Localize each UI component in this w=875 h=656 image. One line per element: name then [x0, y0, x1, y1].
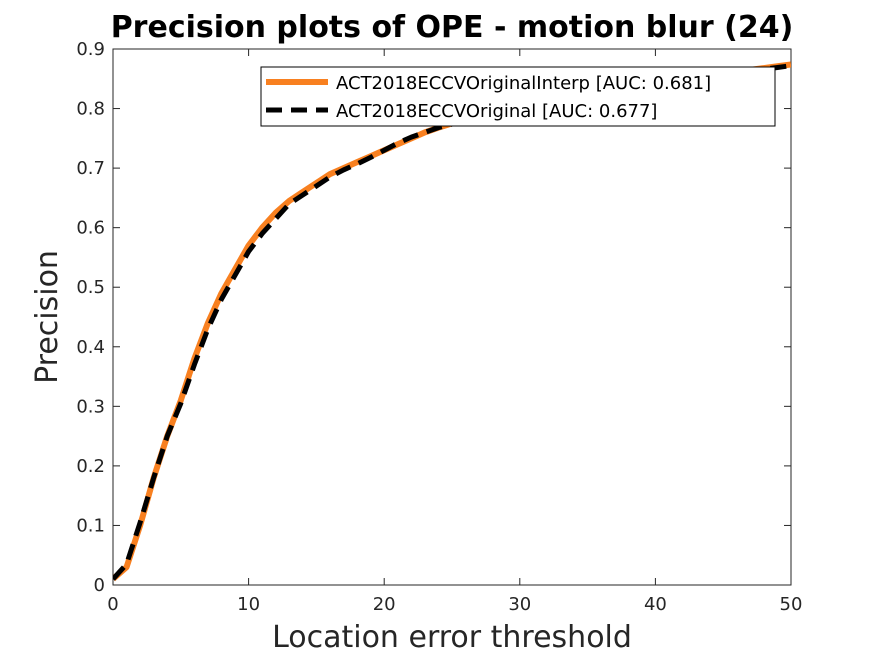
plot-frame — [112, 48, 792, 586]
x-tick-label: 0 — [107, 594, 118, 615]
y-tick-label: 0 — [94, 575, 105, 596]
y-tick-label: 0.9 — [76, 39, 105, 60]
y-tick-label: 0.5 — [76, 277, 105, 298]
x-axis-ticks: 0 10 20 30 40 50 — [107, 49, 802, 615]
legend: ACT2018ECCVOriginalInterp [AUC: 0.681] A… — [260, 66, 776, 127]
x-tick-label: 40 — [644, 594, 667, 615]
y-tick-label: 0.8 — [76, 99, 105, 120]
x-axis-label: Location error threshold — [272, 620, 632, 655]
x-tick-label: 20 — [373, 594, 396, 615]
x-tick-label: 30 — [508, 594, 531, 615]
y-tick-label: 0.2 — [76, 456, 105, 477]
y-tick-label: 0.3 — [76, 396, 105, 417]
x-tick-label: 50 — [780, 594, 803, 615]
plot-area — [112, 48, 792, 586]
legend-entry-original: ACT2018ECCVOriginal [AUC: 0.677] — [336, 101, 657, 122]
y-tick-label: 0.4 — [76, 337, 105, 358]
y-tick-label: 0.6 — [76, 218, 105, 239]
y-tick-label: 0.1 — [76, 515, 105, 536]
chart-title: Precision plots of OPE - motion blur (24… — [111, 10, 794, 45]
y-axis-label: Precision — [30, 250, 65, 384]
y-axis-ticks: 0 0.1 0.2 0.3 0.4 0.5 0.6 0.7 0.8 0.9 — [76, 39, 791, 596]
x-tick-label: 10 — [237, 594, 260, 615]
legend-entry-interp: ACT2018ECCVOriginalInterp [AUC: 0.681] — [336, 73, 711, 94]
y-tick-label: 0.7 — [76, 158, 105, 179]
legend-box — [260, 66, 776, 127]
